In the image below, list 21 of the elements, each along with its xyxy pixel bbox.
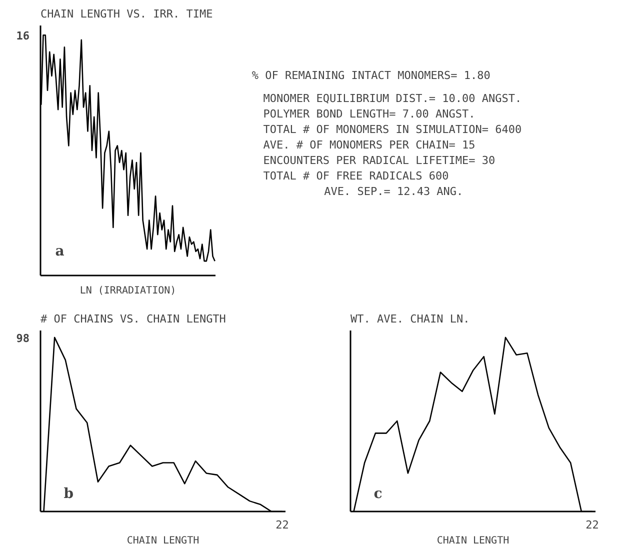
text: 98 <box>16 332 30 345</box>
annotation: a <box>55 243 64 260</box>
chart-title: # OF CHAINS VS. CHAIN LENGTH <box>40 312 226 326</box>
text: ENCOUNTERS PER RADICAL LIFETIME= 30 <box>263 154 496 167</box>
text: POLYMER BOND LENGTH= 7.00 ANGST. <box>263 108 476 120</box>
text: 16 <box>16 30 30 43</box>
annotation: b <box>64 486 74 502</box>
x-axis-title: CHAIN LENGTH <box>126 536 200 546</box>
chart-title: WT. AVE. CHAIN LN. <box>350 312 470 326</box>
text: 22 <box>586 518 599 532</box>
text: 22 <box>276 518 289 532</box>
chart-title: CHAIN LENGTH VS. IRR. TIME <box>40 8 213 20</box>
x-axis-title: LN (IRRADIATION) <box>80 286 176 296</box>
x-axis-title: CHAIN LENGTH <box>436 536 510 546</box>
text: AVE. # OF MONOMERS PER CHAIN= 15 <box>263 138 476 152</box>
text: TOTAL # OF MONOMERS IN SIMULATION= 6400 <box>263 123 522 136</box>
text: AVE. SEP.= 12.43 ANG. <box>324 185 464 198</box>
annotation: c <box>374 486 382 502</box>
text: % OF REMAINING INTACT MONOMERS= 1.80 <box>252 69 490 82</box>
text: TOTAL # OF FREE RADICALS 600 <box>263 170 449 182</box>
text: MONOMER EQUILIBRIUM DIST.= 10.00 ANGST. <box>263 92 522 105</box>
